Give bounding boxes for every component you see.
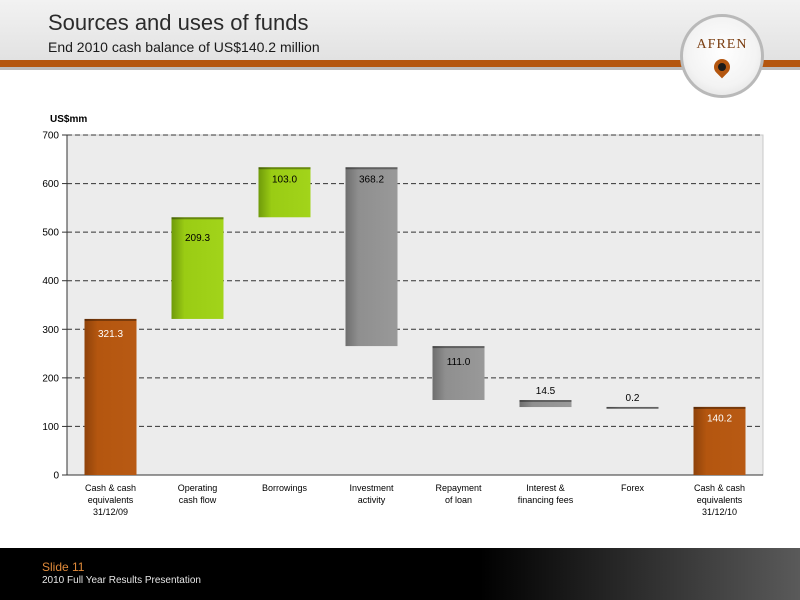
bar-value-label: 140.2 xyxy=(707,414,732,425)
x-category-label: activity xyxy=(358,495,386,505)
bar-3 xyxy=(258,167,311,218)
x-category-label: Operating xyxy=(178,483,218,493)
bar-2 xyxy=(171,217,224,319)
x-category-label: of loan xyxy=(445,495,472,505)
y-tick-label: 0 xyxy=(53,471,59,482)
y-tick-label: 200 xyxy=(42,373,59,384)
bar-top-edge xyxy=(84,318,137,321)
bar-value-label: 0.2 xyxy=(626,393,640,404)
x-category-label: Cash & cash xyxy=(694,483,745,493)
header-grey-stripe xyxy=(0,67,800,70)
x-category-label: 31/12/10 xyxy=(702,507,737,517)
slide-header xyxy=(0,0,800,60)
bar-value-label: 111.0 xyxy=(447,357,471,368)
bar-value-label: 321.3 xyxy=(98,329,123,340)
x-category-label: 31/12/09 xyxy=(93,507,128,517)
slide-number: Slide 11 xyxy=(42,560,85,574)
header-accent-stripe xyxy=(0,60,800,67)
x-category-label: Forex xyxy=(621,483,645,493)
bar-top-edge xyxy=(258,167,311,170)
bar-8 xyxy=(693,406,746,475)
x-category-label: financing fees xyxy=(518,495,574,505)
y-tick-label: 500 xyxy=(42,228,59,239)
bar-5 xyxy=(432,346,485,401)
x-category-label: Cash & cash xyxy=(85,483,136,493)
y-axis-unit-label: US$mm xyxy=(50,114,88,125)
waterfall-chart: 0 100 200 300 400 500 600 700 321.3 Cash & cash eq… xyxy=(42,131,764,517)
bar-6 xyxy=(519,400,572,408)
x-category-label: cash flow xyxy=(179,495,217,505)
x-category-label: Repayment xyxy=(435,483,482,493)
bar-value-label: 368.2 xyxy=(359,174,384,185)
bar-value-label: 14.5 xyxy=(536,386,556,397)
bar-top-edge xyxy=(606,406,659,409)
afren-logo: AFREN xyxy=(680,14,764,98)
slide-title: Sources and uses of funds xyxy=(48,10,309,35)
y-tick-label: 100 xyxy=(42,422,59,433)
x-category-label: Investment xyxy=(349,483,394,493)
x-category-label: Borrowings xyxy=(262,483,308,493)
x-category-label: equivalents xyxy=(88,495,134,505)
x-category-label: equivalents xyxy=(697,495,743,505)
plot-area xyxy=(66,134,764,476)
logo-wordmark: AFREN xyxy=(696,37,748,52)
bar-7 xyxy=(606,406,659,409)
y-tick-label: 300 xyxy=(42,325,59,336)
bar-top-edge xyxy=(519,400,572,403)
y-tick-label: 400 xyxy=(42,276,59,287)
x-category-label: Interest & xyxy=(526,483,565,493)
slide-subtitle: End 2010 cash balance of US$140.2 millio… xyxy=(48,39,320,55)
y-tick-label: 600 xyxy=(42,179,59,190)
presentation-name: 2010 Full Year Results Presentation xyxy=(42,575,201,586)
bar-top-edge xyxy=(693,406,746,409)
bar-top-edge xyxy=(171,217,224,220)
y-tick-label: 700 xyxy=(42,131,59,142)
bar-top-edge xyxy=(432,346,485,349)
bar-top-edge xyxy=(345,167,398,170)
bar-value-label: 209.3 xyxy=(185,233,210,244)
bar-1 xyxy=(84,318,137,475)
slide-footer xyxy=(0,548,800,600)
bar-value-label: 103.0 xyxy=(272,174,297,185)
bar-4 xyxy=(345,167,398,347)
